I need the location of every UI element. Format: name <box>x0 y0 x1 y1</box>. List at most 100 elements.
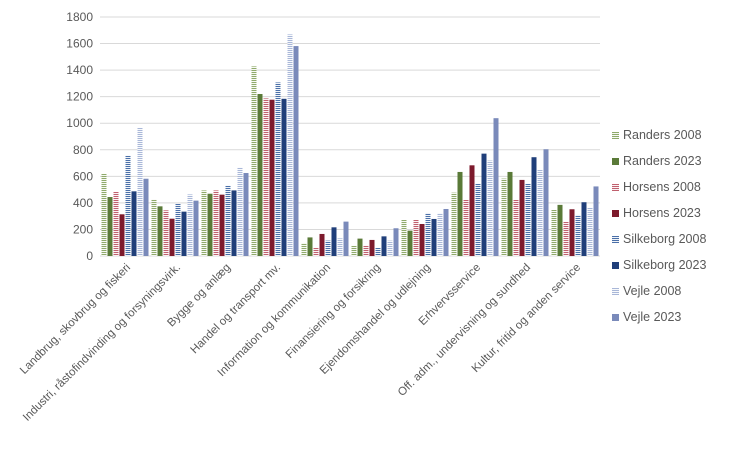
bar <box>543 149 549 256</box>
y-tick-label: 1600 <box>66 37 93 51</box>
legend-label: Randers 2023 <box>623 154 702 168</box>
bar <box>263 98 269 256</box>
y-tick-label: 1400 <box>66 63 93 77</box>
bar <box>487 160 493 256</box>
bar <box>369 239 375 256</box>
bar <box>557 204 563 256</box>
x-tick-label: Handel og transport mv. <box>188 262 283 357</box>
legend-swatch <box>612 158 619 165</box>
bar <box>457 171 463 256</box>
bar <box>157 206 163 256</box>
bar <box>451 192 457 256</box>
legend-swatch <box>612 236 619 243</box>
bar <box>319 233 325 256</box>
legend: Randers 2008 Randers 2023 Horsens 2008 Hors… <box>612 128 706 324</box>
gridlines <box>100 16 600 257</box>
bar <box>301 242 307 256</box>
bar <box>401 219 407 256</box>
bar <box>437 212 443 256</box>
bar <box>251 66 257 256</box>
bar <box>293 46 299 256</box>
legend-item: Silkeborg 2008 <box>612 232 706 246</box>
legend-label: Vejle 2023 <box>623 310 681 324</box>
bar <box>107 197 113 256</box>
bar <box>113 192 119 256</box>
x-tick-label: Finansiering og forsikring <box>284 262 383 361</box>
legend-label: Silkeborg 2008 <box>623 232 706 246</box>
bar <box>163 210 169 256</box>
y-tick-label: 1000 <box>66 116 93 130</box>
y-tick-label: 400 <box>73 196 93 210</box>
bar <box>519 179 525 256</box>
bar <box>231 190 237 256</box>
bar <box>269 99 275 257</box>
bar <box>325 240 331 256</box>
bar <box>219 194 225 256</box>
legend-swatch <box>612 132 619 139</box>
bar <box>581 202 587 256</box>
bar <box>587 207 593 256</box>
bar <box>593 186 599 256</box>
bar <box>181 211 187 256</box>
bar <box>563 221 569 256</box>
bar <box>387 240 393 256</box>
bar <box>275 82 281 256</box>
bar <box>125 155 131 256</box>
bar <box>463 199 469 256</box>
legend-swatch <box>612 288 619 295</box>
legend-label: Horsens 2023 <box>623 206 701 220</box>
bar <box>481 153 487 256</box>
bar <box>131 191 137 256</box>
legend-label: Vejle 2008 <box>623 284 681 298</box>
bar <box>393 228 399 256</box>
bar <box>213 190 219 256</box>
bar <box>575 214 581 256</box>
bar <box>351 245 357 256</box>
y-axis-labels: 0 200 400 600 800 1000 1200 1400 1600 1800 <box>66 10 93 263</box>
legend-swatch <box>612 184 619 191</box>
legend-item: Silkeborg 2023 <box>612 258 706 272</box>
bar <box>119 214 125 256</box>
bar <box>569 209 575 256</box>
bar <box>101 173 107 256</box>
bar <box>493 118 499 256</box>
bar <box>169 218 175 256</box>
bar <box>443 208 449 256</box>
y-tick-label: 600 <box>73 169 93 183</box>
bar <box>475 183 481 256</box>
bar <box>363 245 369 256</box>
bar <box>257 94 263 256</box>
bar <box>537 169 543 256</box>
bar <box>243 173 249 256</box>
y-tick-label: 0 <box>86 249 93 263</box>
legend-item: Randers 2008 <box>612 128 702 142</box>
bar <box>513 199 519 256</box>
legend-label: Horsens 2008 <box>623 180 701 194</box>
bar <box>281 98 287 257</box>
bar <box>193 200 199 256</box>
bar <box>507 171 513 256</box>
bar <box>531 157 537 256</box>
legend-item: Horsens 2008 <box>612 180 701 194</box>
bar <box>287 34 293 256</box>
bar <box>419 224 425 256</box>
legend-label: Randers 2008 <box>623 128 702 142</box>
y-tick-label: 800 <box>73 143 93 157</box>
bar <box>343 221 349 256</box>
bar <box>501 178 507 256</box>
bar <box>525 183 531 256</box>
bar <box>175 203 181 256</box>
bar <box>381 236 387 256</box>
bar <box>431 218 437 256</box>
legend-swatch <box>612 210 619 217</box>
bar <box>313 247 319 256</box>
bar <box>375 247 381 256</box>
bar <box>469 165 475 256</box>
y-tick-label: 1200 <box>66 90 93 104</box>
bar <box>357 238 363 256</box>
bar <box>331 227 337 256</box>
bar <box>407 230 413 256</box>
